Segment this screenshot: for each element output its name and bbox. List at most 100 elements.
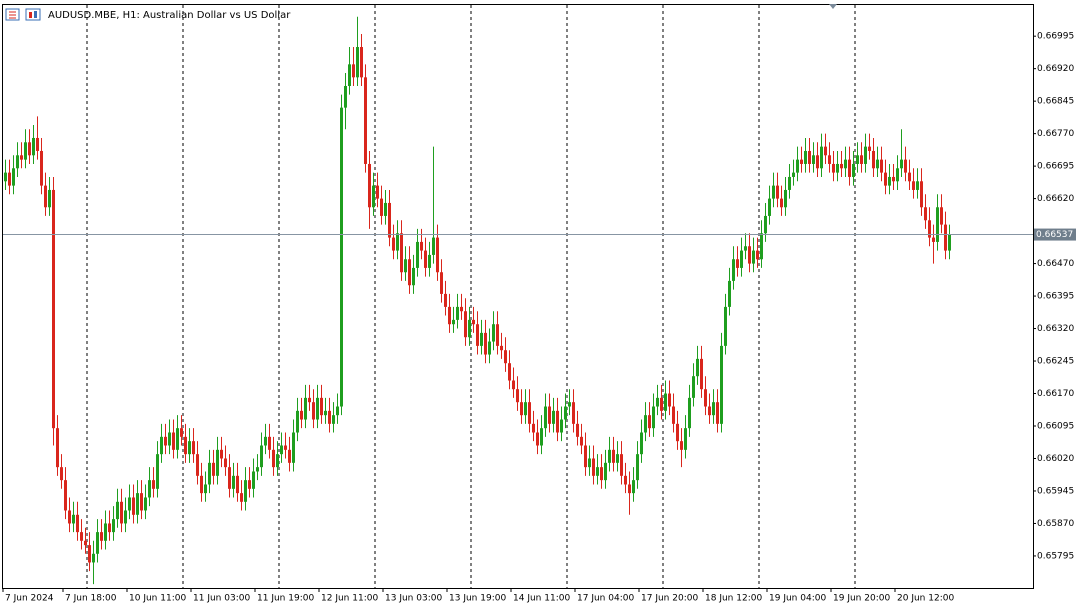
candle-body bbox=[640, 432, 643, 455]
y-tick-label: 0.66920 bbox=[1037, 64, 1074, 74]
candle-body bbox=[724, 306, 727, 346]
candle-body bbox=[144, 497, 147, 511]
candle-body bbox=[60, 467, 63, 481]
candle-body bbox=[740, 250, 743, 268]
candle-body bbox=[560, 419, 563, 433]
candle-body bbox=[80, 532, 83, 541]
candle-body bbox=[160, 436, 163, 455]
candle-body bbox=[184, 436, 187, 455]
y-tick-label: 0.66695 bbox=[1037, 162, 1074, 172]
candle-body bbox=[648, 415, 651, 429]
candle-body bbox=[360, 47, 363, 78]
candle-body bbox=[36, 137, 39, 151]
candle-body bbox=[292, 432, 295, 463]
candle-body bbox=[800, 159, 803, 164]
candle-body bbox=[120, 501, 123, 524]
candle-body bbox=[600, 467, 603, 481]
candle-body bbox=[852, 163, 855, 177]
candle-body bbox=[336, 406, 339, 416]
candle-body bbox=[40, 150, 43, 186]
candle-body bbox=[720, 345, 723, 424]
candle-body bbox=[48, 189, 51, 208]
candle-body bbox=[332, 415, 335, 424]
candle-body bbox=[108, 523, 111, 533]
candle-body bbox=[272, 449, 275, 468]
candle-body bbox=[244, 480, 247, 502]
candle-body bbox=[304, 397, 307, 420]
candle-body bbox=[124, 510, 127, 524]
chart-title: AUDUSD.MBE, H1: Australian Dollar vs US … bbox=[48, 10, 291, 21]
candle-body bbox=[296, 410, 299, 433]
y-tick-label: 0.66470 bbox=[1037, 259, 1074, 269]
icon-bar bbox=[29, 12, 32, 18]
candle-body bbox=[192, 441, 195, 455]
candle-body bbox=[812, 155, 815, 164]
candle-body bbox=[512, 380, 515, 390]
candle-body bbox=[376, 185, 379, 199]
candle-body bbox=[204, 484, 207, 494]
candle-body bbox=[504, 350, 507, 364]
candle-body bbox=[716, 402, 719, 424]
candle-body bbox=[500, 345, 503, 351]
candle-body bbox=[700, 358, 703, 390]
candle-body bbox=[276, 454, 279, 468]
candle-body bbox=[232, 475, 235, 489]
candle-body bbox=[840, 163, 843, 169]
candle-body bbox=[832, 163, 835, 173]
candle-body bbox=[788, 176, 791, 190]
candle-body bbox=[72, 514, 75, 524]
candle-body bbox=[164, 436, 167, 446]
y-tick-label: 0.66320 bbox=[1037, 324, 1074, 334]
candle-body bbox=[28, 142, 31, 156]
candle-body bbox=[76, 514, 79, 533]
candle-body bbox=[196, 454, 199, 476]
candle-body bbox=[796, 159, 799, 173]
candle-body bbox=[948, 234, 951, 251]
candle-body bbox=[176, 428, 179, 450]
candle-body bbox=[288, 449, 291, 463]
candle-body bbox=[688, 397, 691, 429]
candle-body bbox=[684, 428, 687, 450]
y-tick-label: 0.66770 bbox=[1037, 129, 1074, 139]
candle-body bbox=[868, 146, 871, 151]
candle-body bbox=[536, 432, 539, 446]
candle-body bbox=[368, 163, 371, 208]
y-tick-label: 0.66995 bbox=[1037, 32, 1074, 42]
candle-body bbox=[848, 159, 851, 177]
x-tick-label: 11 Jun 03:00 bbox=[193, 594, 250, 604]
y-tick-label: 0.66845 bbox=[1037, 97, 1074, 107]
candle-body bbox=[944, 224, 947, 251]
candle-body bbox=[44, 185, 47, 208]
candle-body bbox=[820, 146, 823, 169]
candle-body bbox=[828, 155, 831, 164]
candle-body bbox=[352, 64, 355, 78]
candle-body bbox=[900, 159, 903, 169]
candle-body bbox=[708, 406, 711, 416]
candle-body bbox=[908, 172, 911, 182]
candle-body bbox=[280, 445, 283, 455]
candle-body bbox=[256, 467, 259, 472]
candle-body bbox=[492, 324, 495, 342]
candle-body bbox=[896, 168, 899, 182]
candle-body bbox=[628, 484, 631, 494]
candle-body bbox=[188, 441, 191, 455]
candle-body bbox=[680, 441, 683, 450]
x-tick-label: 14 Jun 11:00 bbox=[513, 594, 570, 604]
candle-body bbox=[452, 319, 455, 325]
last-price-label: 0.66537 bbox=[1036, 230, 1073, 240]
candle-body bbox=[484, 332, 487, 355]
y-tick-label: 0.66020 bbox=[1037, 454, 1074, 464]
candle-body bbox=[8, 172, 11, 186]
candle-body bbox=[936, 207, 939, 242]
candle-body bbox=[884, 172, 887, 186]
candle-body bbox=[624, 475, 627, 485]
candle-body bbox=[792, 172, 795, 177]
candle-body bbox=[784, 189, 787, 208]
candle-body bbox=[528, 402, 531, 424]
candle-body bbox=[612, 449, 615, 463]
candle-body bbox=[912, 181, 915, 190]
candle-body bbox=[664, 393, 667, 411]
candle-body bbox=[488, 341, 491, 355]
candle-body bbox=[672, 406, 675, 424]
